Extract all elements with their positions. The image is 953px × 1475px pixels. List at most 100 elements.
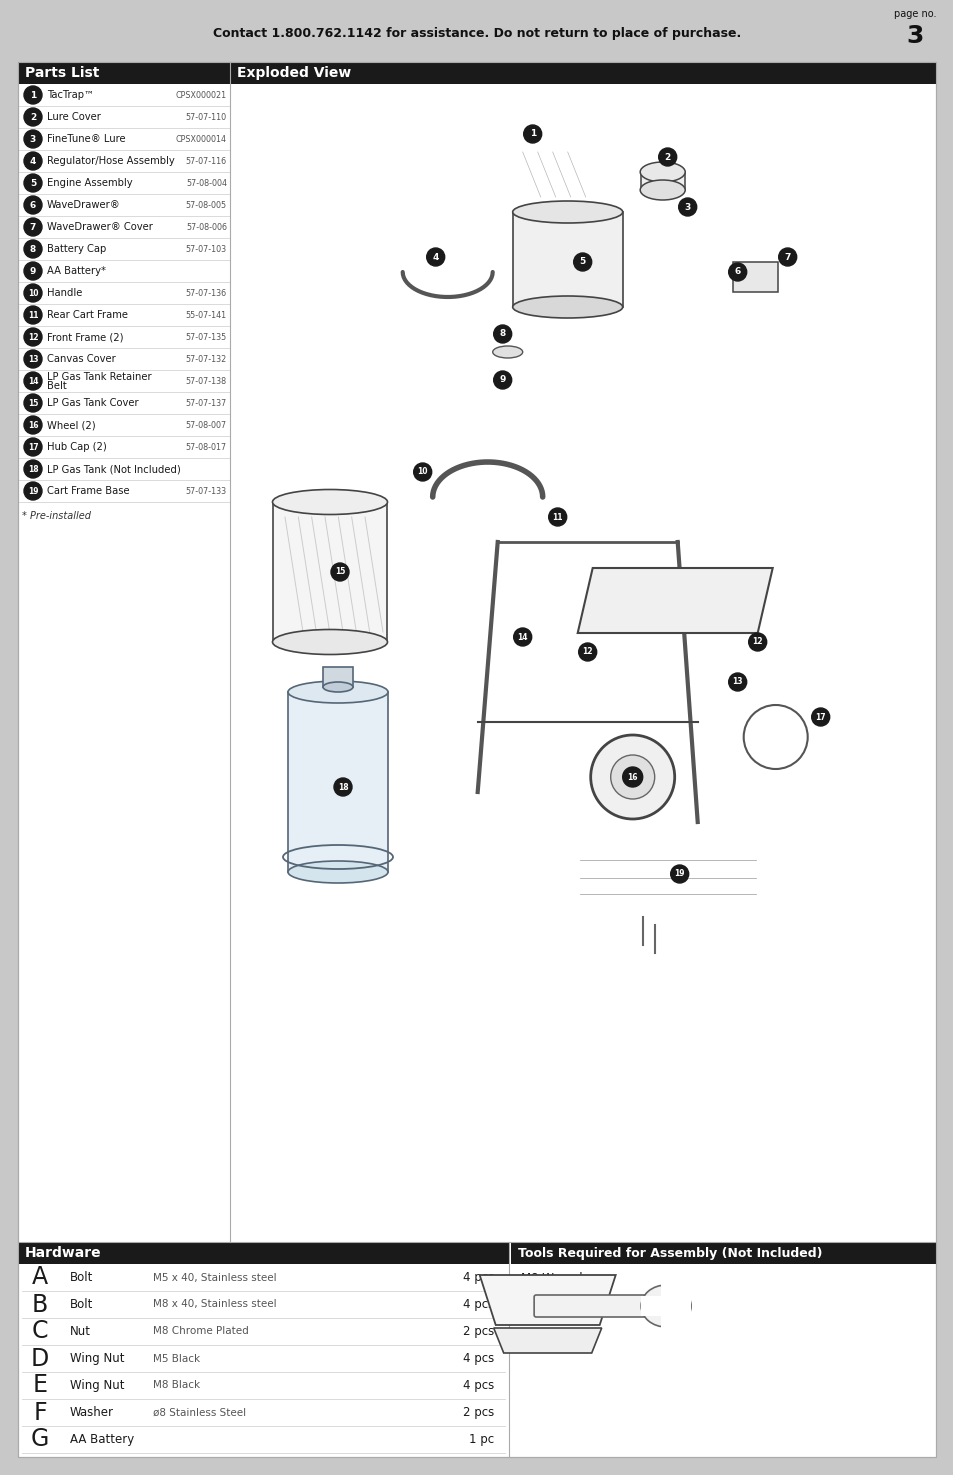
Text: Contact 1.800.762.1142 for assistance. Do not return to place of purchase.: Contact 1.800.762.1142 for assistance. D… xyxy=(213,27,740,40)
Text: 57-07-132: 57-07-132 xyxy=(186,354,227,363)
Text: * Pre-installed: * Pre-installed xyxy=(22,510,91,521)
Text: WaveDrawer® Cover: WaveDrawer® Cover xyxy=(47,223,152,232)
Text: 7: 7 xyxy=(783,252,790,261)
Text: 4 pcs: 4 pcs xyxy=(462,1379,494,1392)
Text: 5: 5 xyxy=(579,258,585,267)
Text: 5: 5 xyxy=(30,178,36,187)
Text: Washer: Washer xyxy=(70,1406,113,1419)
Text: 57-07-138: 57-07-138 xyxy=(186,376,227,385)
Text: 11: 11 xyxy=(552,512,562,522)
Circle shape xyxy=(426,248,444,266)
Text: 9: 9 xyxy=(499,376,505,385)
Text: 57-08-017: 57-08-017 xyxy=(186,442,227,451)
Circle shape xyxy=(748,633,766,650)
Text: 10: 10 xyxy=(417,468,428,476)
Text: AA Battery*: AA Battery* xyxy=(47,266,106,276)
Text: 57-07-136: 57-07-136 xyxy=(186,289,227,298)
Bar xyxy=(511,1242,935,1264)
Text: Front Frame (2): Front Frame (2) xyxy=(47,332,123,342)
Polygon shape xyxy=(479,1274,615,1325)
Circle shape xyxy=(590,735,674,819)
Text: Wheel (2): Wheel (2) xyxy=(47,420,95,431)
Text: 12: 12 xyxy=(582,648,593,656)
Text: M8 x 40, Stainless steel: M8 x 40, Stainless steel xyxy=(152,1299,276,1310)
Circle shape xyxy=(678,198,696,215)
Text: 3: 3 xyxy=(684,202,690,211)
Text: 3: 3 xyxy=(30,134,36,143)
Circle shape xyxy=(24,196,42,214)
Ellipse shape xyxy=(273,490,387,515)
Circle shape xyxy=(494,324,511,344)
Bar xyxy=(732,263,777,292)
Text: 10: 10 xyxy=(28,289,38,298)
Text: AA Battery: AA Battery xyxy=(70,1434,134,1446)
Circle shape xyxy=(24,416,42,434)
Circle shape xyxy=(548,507,566,527)
Circle shape xyxy=(578,643,596,661)
Text: Bolt: Bolt xyxy=(70,1271,93,1285)
Text: 7: 7 xyxy=(30,223,36,232)
Text: 2: 2 xyxy=(664,152,670,161)
Text: M8 Wrench: M8 Wrench xyxy=(520,1271,586,1285)
Text: Wing Nut: Wing Nut xyxy=(70,1353,125,1364)
Text: 57-07-135: 57-07-135 xyxy=(186,332,227,342)
Text: 13: 13 xyxy=(732,677,742,686)
Text: 11: 11 xyxy=(28,311,38,320)
Text: LP Gas Tank Cover: LP Gas Tank Cover xyxy=(47,398,138,409)
Circle shape xyxy=(658,148,676,167)
Circle shape xyxy=(24,108,42,125)
Text: Battery Cap: Battery Cap xyxy=(47,243,106,254)
Text: Regulator/Hose Assembly: Regulator/Hose Assembly xyxy=(47,156,174,167)
Text: Canvas Cover: Canvas Cover xyxy=(47,354,115,364)
Bar xyxy=(288,692,388,872)
Text: Belt: Belt xyxy=(47,381,67,391)
Circle shape xyxy=(24,218,42,236)
Text: 57-08-007: 57-08-007 xyxy=(186,420,227,429)
Text: C: C xyxy=(31,1320,49,1344)
Text: 4 pcs: 4 pcs xyxy=(462,1353,494,1364)
Bar xyxy=(640,1297,660,1316)
Text: F: F xyxy=(33,1400,47,1425)
Text: E: E xyxy=(32,1373,48,1397)
Text: 4: 4 xyxy=(30,156,36,165)
Circle shape xyxy=(523,125,541,143)
Text: 4 pcs: 4 pcs xyxy=(462,1298,494,1311)
Text: 8: 8 xyxy=(499,329,505,338)
Text: 3: 3 xyxy=(905,24,923,49)
Circle shape xyxy=(24,305,42,324)
Ellipse shape xyxy=(273,630,387,655)
Circle shape xyxy=(811,708,829,726)
Circle shape xyxy=(24,327,42,347)
Circle shape xyxy=(24,152,42,170)
Circle shape xyxy=(728,673,746,690)
Ellipse shape xyxy=(512,201,622,223)
Text: 2: 2 xyxy=(30,112,36,121)
Text: G: G xyxy=(30,1428,50,1451)
Bar xyxy=(512,212,622,307)
Circle shape xyxy=(24,240,42,258)
Text: 4 pcs: 4 pcs xyxy=(462,1271,494,1285)
Ellipse shape xyxy=(512,296,622,319)
Bar xyxy=(18,1242,509,1264)
Text: 57-07-110: 57-07-110 xyxy=(186,112,227,121)
Text: 17: 17 xyxy=(815,712,825,721)
Text: 6: 6 xyxy=(30,201,36,209)
Ellipse shape xyxy=(492,347,522,358)
Text: 1 pc: 1 pc xyxy=(469,1434,494,1446)
Text: 57-07-137: 57-07-137 xyxy=(186,398,227,407)
Text: 2 pcs: 2 pcs xyxy=(462,1325,494,1338)
Ellipse shape xyxy=(288,861,388,884)
Polygon shape xyxy=(494,1328,601,1353)
Circle shape xyxy=(573,254,591,271)
Text: Nut: Nut xyxy=(70,1325,91,1338)
Circle shape xyxy=(331,563,349,581)
Circle shape xyxy=(494,372,511,389)
Bar xyxy=(0,0,953,58)
Text: page no.: page no. xyxy=(893,9,935,19)
Circle shape xyxy=(24,263,42,280)
Text: 6: 6 xyxy=(734,267,740,276)
Text: Bolt: Bolt xyxy=(70,1298,93,1311)
Text: M5 x 40, Stainless steel: M5 x 40, Stainless steel xyxy=(152,1273,276,1282)
Circle shape xyxy=(24,350,42,367)
Circle shape xyxy=(622,767,642,788)
